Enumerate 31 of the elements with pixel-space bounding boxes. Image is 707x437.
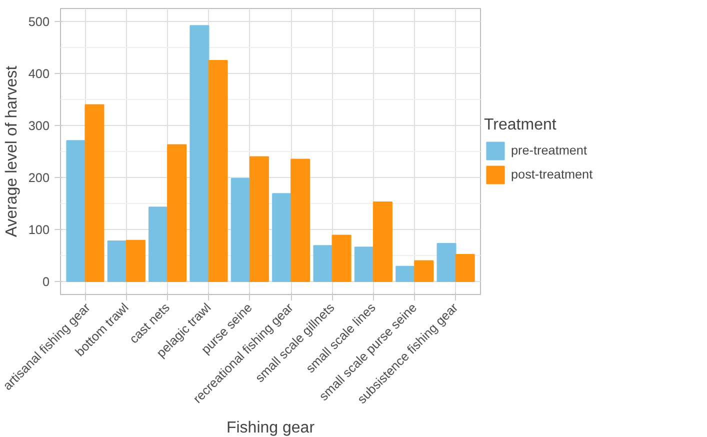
bar	[84, 104, 104, 282]
legend-title: Treatment	[484, 116, 558, 134]
bar	[436, 243, 456, 282]
bar	[126, 240, 146, 282]
bar	[272, 193, 292, 282]
y-tick-label: 200	[28, 171, 50, 185]
bar	[396, 266, 416, 282]
bar	[290, 158, 310, 282]
bar	[332, 234, 352, 282]
bar	[249, 156, 269, 282]
bar	[66, 140, 86, 282]
x-axis-title: Fishing gear	[226, 419, 316, 436]
bar	[107, 240, 127, 282]
bar	[372, 201, 392, 282]
legend-label: pre-treatment	[511, 144, 587, 158]
bar	[414, 260, 434, 282]
bar	[313, 245, 333, 282]
bar	[354, 246, 374, 282]
y-tick-label: 400	[28, 67, 50, 81]
bar	[455, 254, 475, 282]
bar	[208, 60, 228, 282]
y-tick-label: 100	[28, 223, 50, 237]
bar	[167, 144, 187, 282]
y-tick-label: 300	[28, 119, 50, 133]
bar	[230, 178, 250, 282]
y-tick-label: 500	[28, 15, 50, 29]
bar	[190, 25, 210, 282]
y-tick-label: 0	[42, 275, 50, 289]
bar	[148, 206, 168, 282]
legend-label: post-treatment	[511, 168, 593, 182]
y-axis-title: Average level of harvest	[3, 65, 20, 238]
